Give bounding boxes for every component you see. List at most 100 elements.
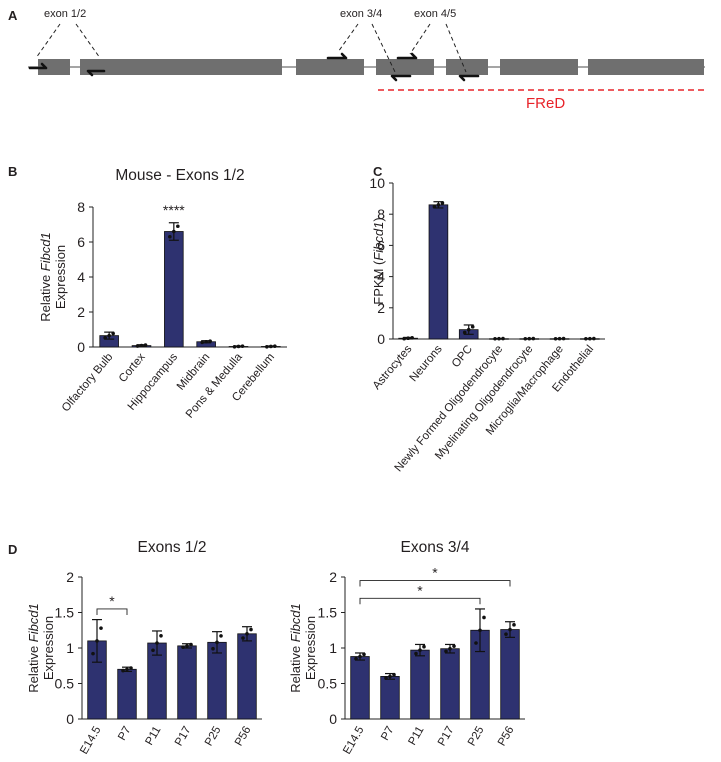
category-label: Olfactory Bulb — [60, 351, 116, 414]
data-point — [99, 626, 103, 630]
data-point — [478, 628, 482, 633]
y-tick-label: 2 — [329, 569, 337, 585]
y-tick-label: 2 — [66, 569, 74, 585]
y-tick-label: 2 — [377, 300, 385, 316]
exon-4 — [376, 59, 434, 75]
data-point — [414, 651, 418, 656]
data-point — [236, 344, 241, 349]
significance-bracket — [359, 580, 511, 587]
category-label: OPC — [450, 343, 475, 370]
bar — [428, 204, 449, 340]
bar — [500, 629, 520, 720]
category-label: P11 — [143, 725, 163, 748]
panel-letter-b: B — [8, 164, 17, 179]
data-point — [436, 203, 441, 207]
data-point — [129, 666, 133, 670]
data-point — [159, 633, 163, 638]
y-tick-label: 8 — [377, 206, 385, 222]
y-tick-label: 6 — [77, 234, 85, 250]
data-point — [493, 336, 497, 341]
significance-bracket — [359, 597, 481, 605]
data-point — [527, 336, 532, 341]
data-point — [462, 330, 467, 335]
exon-5 — [446, 59, 488, 75]
data-point — [523, 336, 528, 341]
y-tick-label: 4 — [377, 269, 385, 285]
significance-annotation: **** — [163, 202, 185, 218]
data-point — [358, 654, 362, 659]
y-tick-label: 1 — [66, 640, 74, 656]
category-label: E14.5 — [341, 725, 366, 757]
y-tick-label: 6 — [377, 237, 385, 253]
data-point — [592, 336, 596, 341]
primer-label-exon-4-5: exon 4/5 — [414, 8, 456, 20]
category-label: P7 — [116, 725, 133, 743]
bar — [177, 645, 197, 720]
data-point — [508, 627, 512, 632]
data-point — [432, 204, 437, 209]
y-tick-label: 0.5 — [318, 676, 338, 692]
category-label: P17 — [436, 725, 457, 749]
data-point — [392, 672, 396, 677]
data-point — [91, 651, 95, 656]
data-point — [208, 339, 212, 343]
data-point — [135, 344, 140, 348]
y-axis-label: Relative Fibcd1Expression — [38, 232, 68, 322]
y-tick-label: 0 — [77, 339, 85, 355]
data-point — [172, 229, 176, 234]
data-point — [211, 646, 215, 651]
bar — [237, 633, 257, 720]
data-point — [241, 636, 245, 640]
y-axis-label: FPKM (Fibcd1) — [371, 217, 386, 304]
exon-7 — [588, 59, 704, 75]
significance-star: * — [417, 582, 423, 598]
exon-3 — [296, 59, 364, 75]
primer-arrows — [28, 52, 480, 82]
chart-title: Exons 1/2 — [138, 539, 207, 556]
significance-star: * — [109, 593, 115, 609]
category-label: Cortex — [117, 351, 148, 385]
data-point — [444, 649, 448, 654]
exon-2 — [80, 59, 282, 75]
forward-primer-1 — [28, 62, 48, 70]
category-label: Neurons — [408, 343, 445, 384]
significance-star: * — [432, 565, 438, 581]
y-tick-label: 2 — [77, 304, 85, 320]
y-tick-label: 8 — [77, 199, 85, 215]
data-point — [497, 336, 501, 341]
chart-d-exons-3-4: 0 0.5 1 1.5 2 E14.5 P7 P11 P17 P25 P56 * * Exons 3/4 R… — [288, 539, 525, 757]
exon-6 — [500, 59, 578, 75]
gene-diagram: exon 1/2 exon 3/4 exon 4/5 FReD — [28, 8, 705, 112]
reverse-primer-4 — [390, 74, 412, 82]
data-point — [388, 674, 392, 679]
forward-primer-4 — [396, 52, 418, 60]
category-label: P11 — [406, 725, 426, 748]
data-point — [240, 344, 245, 348]
y-tick-label: 0 — [66, 711, 74, 727]
data-point — [504, 632, 508, 637]
data-point — [588, 336, 592, 341]
forward-primer-3 — [326, 52, 348, 60]
data-point — [176, 224, 180, 229]
data-point — [512, 623, 516, 627]
y-axis-label: Relative Fibcd1Expression — [26, 603, 56, 693]
data-point — [269, 344, 273, 349]
y-tick-label: 1 — [329, 640, 337, 656]
chart-title: Exons 3/4 — [401, 539, 470, 556]
category-label: E14.5 — [78, 725, 103, 757]
data-point — [185, 644, 189, 648]
data-point — [181, 645, 185, 649]
data-point — [448, 646, 452, 651]
data-point — [189, 642, 193, 647]
exon-1 — [38, 59, 70, 75]
category-label: P56 — [496, 725, 517, 749]
category-label: P7 — [379, 725, 396, 743]
y-tick-label: 10 — [369, 175, 385, 191]
data-point — [103, 335, 107, 340]
category-label: P17 — [173, 725, 194, 749]
data-point — [406, 336, 410, 341]
data-point — [501, 336, 505, 341]
data-point — [384, 676, 388, 680]
data-point — [168, 234, 172, 239]
